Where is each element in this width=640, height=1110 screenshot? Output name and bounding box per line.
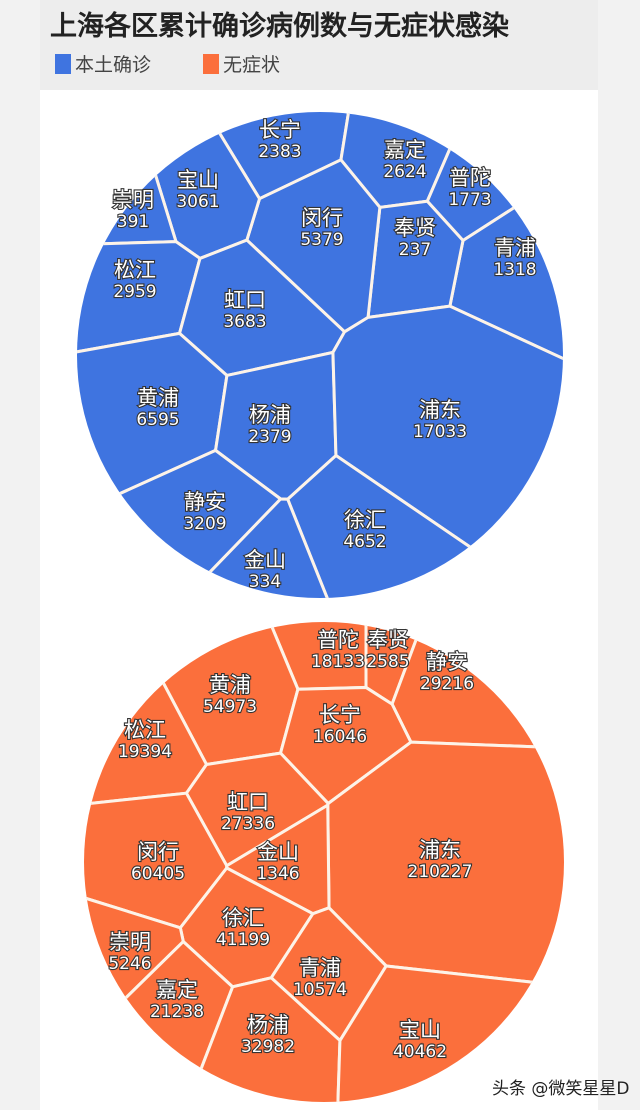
cell-嘉定[interactable] [79,939,235,1107]
cell-label-value: 210227 [408,862,473,882]
cell-label-name: 杨浦 [247,1013,289,1037]
cell-label-value: 2379 [248,427,291,447]
cell-label-name: 嘉定 [156,978,198,1002]
cell-label-name: 虹口 [224,288,266,312]
cell-label-value: 1773 [448,190,491,210]
cell-label-value: 3683 [223,312,266,332]
cell-label-name: 奉贤 [394,216,436,240]
cell-label-value: 54973 [203,697,257,717]
cell-label-value: 29216 [420,674,474,694]
cell-label-name: 青浦 [494,236,536,260]
cell-label-value: 19394 [118,742,172,762]
cell-label-value: 1346 [256,864,299,884]
cell-静安[interactable] [390,617,569,750]
cell-label-name: 青浦 [299,956,341,980]
cell-label-name: 嘉定 [384,138,426,162]
cell-label-name: 徐汇 [222,906,264,930]
cell-label-name: 宝山 [177,168,219,192]
cell-label-value: 4652 [343,532,386,552]
cell-label-value: 3209 [183,514,226,534]
cell-label-name: 普陀 [449,166,491,190]
cell-label-name: 奉贤 [367,628,409,652]
cell-label-value: 391 [117,212,149,232]
cell-label-name: 崇明 [109,930,151,954]
cell-label-name: 松江 [114,258,156,282]
legend-item-confirmed[interactable]: 本土确诊 [55,50,151,77]
cell-label-value: 17033 [413,422,467,442]
legend-item-asymptomatic[interactable]: 无症状 [203,50,280,77]
cell-label-value: 32982 [241,1037,295,1057]
cell-label-name: 浦东 [419,398,461,422]
cell-label-value: 21238 [150,1002,204,1022]
cell-label-value: 2624 [383,162,426,182]
cell-label-value: 6595 [136,410,179,430]
cell-label-name: 普陀 [317,628,359,652]
cell-label-value: 60405 [131,864,185,884]
cell-label-value: 3061 [176,192,219,212]
cell-label-name: 金山 [257,840,299,864]
cell-label-value: 2383 [258,142,301,162]
cell-label-value: 5246 [108,954,151,974]
cell-label-value: 2959 [113,282,156,302]
cell-label-name: 长宁 [259,118,301,142]
cell-label-name: 黄浦 [137,386,179,410]
cell-label-name: 杨浦 [249,403,291,427]
cell-label-value: 16046 [313,727,367,747]
watermark: 头条 @微笑星星D [492,1079,630,1099]
legend-swatch-orange [203,53,219,74]
cell-label-value: 18133 [311,652,365,672]
legend-label: 本土确诊 [75,54,152,76]
cell-label-name: 徐汇 [344,508,386,532]
cell-label-value: 5379 [300,230,343,250]
cell-label-value: 27336 [221,814,275,834]
cell-label-name: 静安 [184,490,226,514]
cell-label-name: 长宁 [319,703,361,727]
cell-label-name: 静安 [426,650,468,674]
cell-label-name: 虹口 [227,790,269,814]
cell-label-name: 浦东 [419,838,461,862]
cell-label-name: 松江 [124,718,166,742]
cell-label-name: 金山 [244,548,286,572]
cell-label-name: 黄浦 [209,673,251,697]
legend-label: 无症状 [223,54,281,76]
cell-label-name: 宝山 [399,1018,441,1042]
cell-label-name: 闵行 [301,206,343,230]
cell-label-name: 崇明 [112,188,154,212]
cell-label-value: 1318 [493,260,536,280]
cell-label-value: 2585 [366,652,409,672]
legend-swatch-blue [55,53,71,74]
cell-label-name: 闵行 [137,840,179,864]
cell-label-value: 10574 [293,980,347,1000]
chart-title: 上海各区累计确诊病例数与无症状感染 [50,11,509,42]
cell-label-value: 237 [399,240,431,260]
cell-label-value: 334 [249,572,281,592]
cell-label-value: 41199 [216,930,270,950]
cell-label-value: 40462 [393,1042,447,1062]
